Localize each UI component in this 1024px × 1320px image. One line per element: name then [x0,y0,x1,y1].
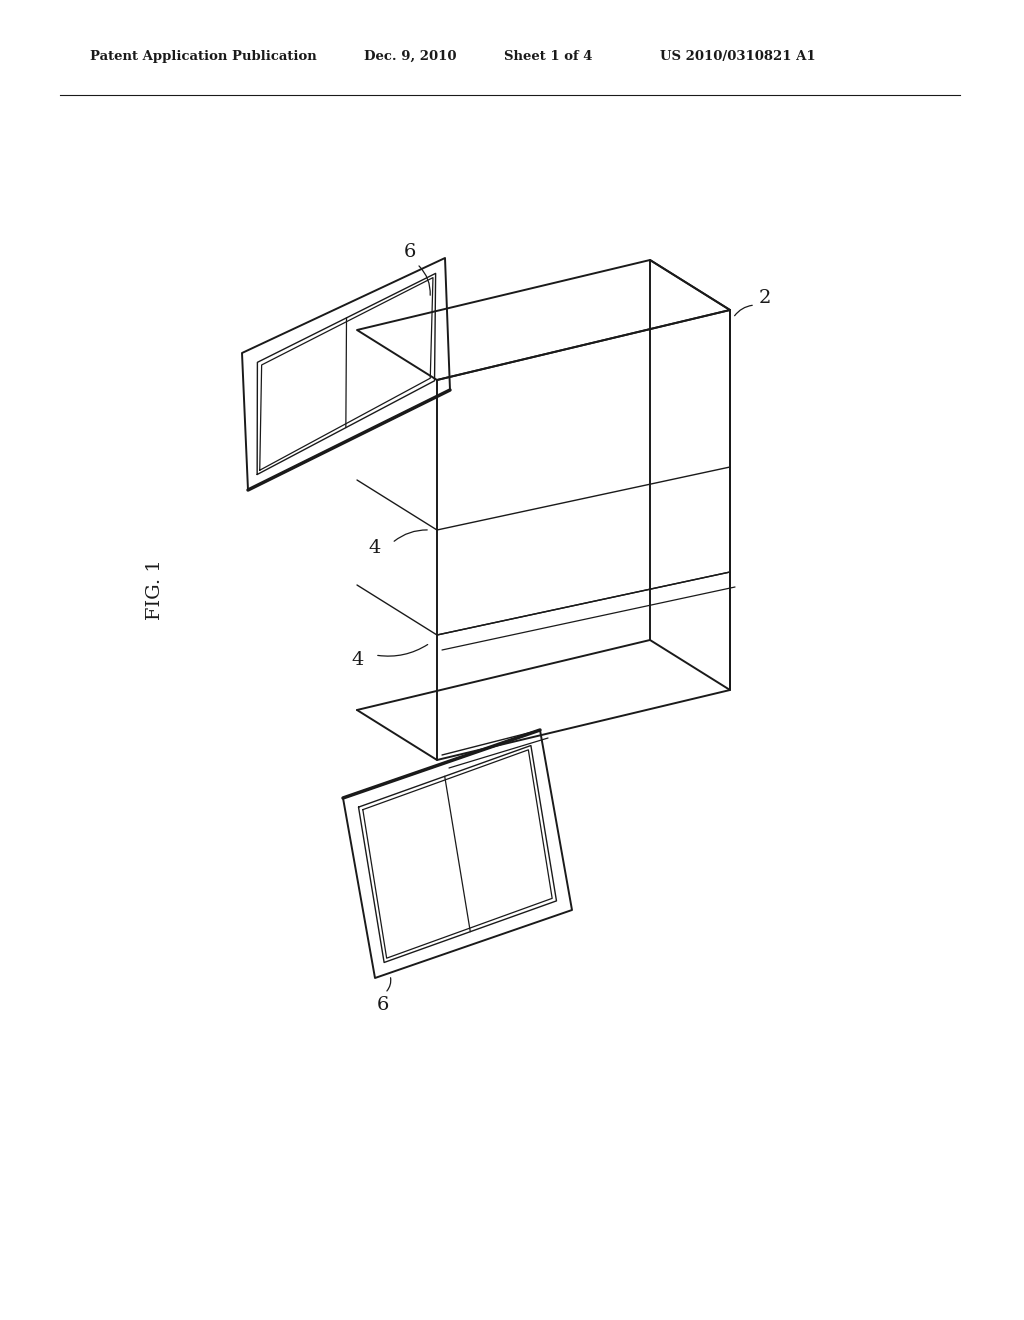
Text: 6: 6 [377,997,389,1014]
Text: 2: 2 [759,289,771,308]
Text: Patent Application Publication: Patent Application Publication [90,50,316,63]
Text: 6: 6 [403,243,416,261]
Text: Sheet 1 of 4: Sheet 1 of 4 [504,50,592,63]
Text: FIG. 1: FIG. 1 [146,560,164,620]
Text: 4: 4 [352,651,365,669]
Text: 4: 4 [369,539,381,557]
Text: Dec. 9, 2010: Dec. 9, 2010 [364,50,456,63]
Text: US 2010/0310821 A1: US 2010/0310821 A1 [660,50,816,63]
